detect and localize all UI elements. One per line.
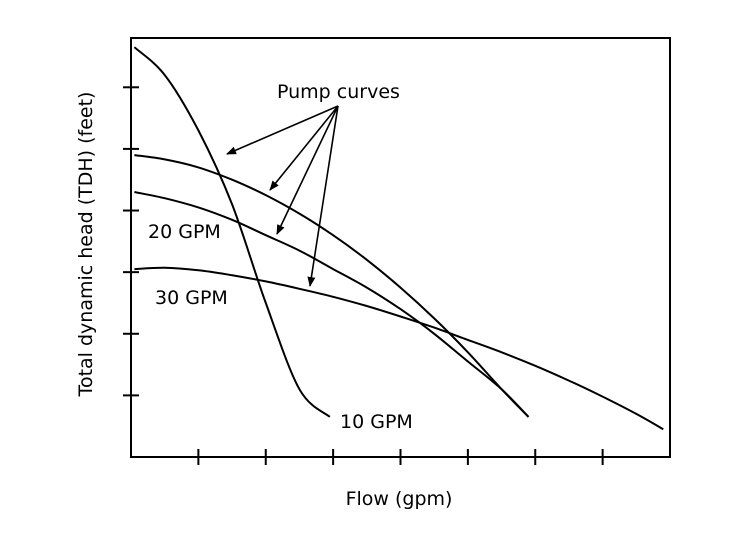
annotation-arrow-2: [269, 105, 339, 191]
curve-label-10-gpm: 10 GPM: [340, 411, 413, 433]
annotation-arrow-3: [276, 105, 339, 235]
y-axis-label: Total dynamic head (TDH) (feet): [75, 92, 97, 398]
annotation-arrows: [226, 105, 339, 287]
curve-unlabeled: [134, 154, 530, 418]
curve-label-20-gpm: 20 GPM: [148, 221, 221, 243]
curve-label-30-gpm: 30 GPM: [155, 287, 228, 309]
curve-30-gpm: [134, 266, 664, 431]
pump-curves-annotation: Pump curves: [277, 81, 400, 103]
curve-10-gpm: [133, 46, 331, 418]
plot-frame: [130, 37, 671, 458]
annotation-arrow-1: [226, 105, 339, 155]
axis-ticks: [123, 86, 604, 465]
annotation-arrow-4: [307, 105, 339, 287]
curves-layer: [133, 46, 664, 431]
curve-20-gpm: [134, 191, 530, 418]
x-axis-label: Flow (gpm): [346, 488, 453, 510]
